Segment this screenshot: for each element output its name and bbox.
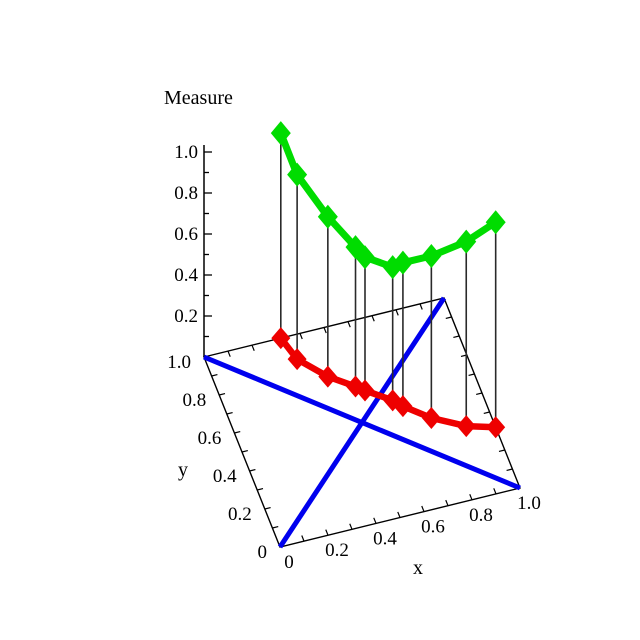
x-far-edge-tick — [371, 315, 375, 322]
y-edge-tick — [272, 525, 279, 529]
y-edge-tick — [264, 506, 271, 510]
y-edge-tick — [226, 411, 233, 415]
y-edge-tick — [219, 392, 226, 396]
measure-curve-marker — [355, 245, 375, 270]
y-axis-title: y — [178, 459, 188, 481]
measure-curve-marker — [392, 250, 413, 275]
x-tick-label: 0.8 — [469, 505, 493, 526]
x-edge-tick — [373, 517, 377, 524]
projection-curve-marker — [393, 395, 413, 418]
y-edge-tick — [257, 487, 264, 491]
y-far-edge-tick — [476, 392, 483, 396]
projection-curve-marker — [271, 327, 291, 350]
x-tick-label: 1.0 — [517, 493, 541, 514]
measure-tick-label: 0.8 — [174, 183, 198, 204]
x-tick-label: 0.4 — [373, 528, 397, 549]
y-edge-tick — [211, 373, 218, 377]
y-tick-label: 0.4 — [213, 466, 237, 487]
measure-curve — [270, 121, 506, 280]
y-far-edge-tick — [506, 468, 513, 472]
measure-curve-marker — [421, 244, 442, 269]
x-axis-title: x — [413, 557, 423, 579]
y-tick-label: 1.0 — [167, 352, 191, 373]
projection-curve-marker — [287, 348, 307, 371]
measure-curve-marker — [287, 162, 308, 187]
tick-labels: 0.2 0.4 0.6 0.8 1.0 0 0.2 0.4 0.6 0.8 1.0 0 0.2 0.4 0.… — [167, 142, 541, 573]
measure-curve-marker — [270, 121, 291, 146]
projection-curve-line — [278, 336, 496, 431]
x-edge-tick — [493, 488, 497, 495]
diagonal-lines — [203, 296, 521, 549]
projection-curve-marker — [355, 379, 375, 402]
measure-tick-label: 1.0 — [174, 142, 198, 163]
path-projection-curve — [271, 327, 506, 439]
x-edge-tick — [349, 523, 353, 530]
projection-curve-marker — [421, 406, 441, 429]
y-edge-tick — [249, 468, 256, 472]
measure-curve-marker — [317, 204, 338, 229]
x-far-edge-tick — [347, 321, 351, 328]
x-tick-label: 0.2 — [325, 540, 349, 561]
x-edge-tick — [421, 505, 425, 512]
x-edge-tick — [397, 511, 401, 518]
y-far-edge-tick — [468, 373, 475, 377]
measure-curve-marker — [485, 210, 506, 235]
x-edge-tick — [445, 499, 449, 506]
x-edge-tick — [325, 529, 329, 536]
x-edge-tick — [469, 494, 473, 501]
x-far-edge-tick — [419, 303, 423, 310]
measure-axis — [203, 145, 212, 357]
drop-lines — [279, 133, 497, 428]
measure-tick-label: 0.2 — [174, 306, 198, 327]
y-edge-tick — [241, 449, 248, 453]
projection-curve-marker — [456, 415, 476, 438]
diagonal-line — [203, 354, 521, 491]
measure-curve-marker — [456, 229, 477, 254]
y-far-edge-tick — [498, 449, 505, 453]
measure-curve-line — [277, 131, 498, 271]
y-tick-label: 0.8 — [182, 390, 206, 411]
x-far-edge-tick — [227, 350, 231, 357]
measure-axis-title: Measure — [164, 87, 233, 109]
y-far-edge-tick — [483, 411, 490, 415]
x-far-edge-tick — [299, 333, 303, 340]
measure-tick-label: 0.4 — [174, 265, 198, 286]
x-far-edge-tick — [323, 327, 327, 334]
measure-tick-label: 0.6 — [174, 224, 198, 245]
y-tick-label: 0 — [258, 542, 268, 563]
y-tick-label: 0.2 — [228, 504, 252, 525]
x-far-edge-tick — [395, 309, 399, 316]
x-far-edge-tick — [251, 344, 255, 351]
y-far-edge-tick — [445, 316, 452, 320]
projection-curve-marker — [486, 416, 506, 439]
projection-curve-marker — [318, 365, 338, 388]
x-tick-label: 0 — [284, 552, 294, 573]
y-far-edge-tick — [453, 335, 460, 339]
y-edge-tick — [234, 430, 241, 434]
y-tick-label: 0.6 — [198, 428, 222, 449]
x-edge-tick — [301, 535, 305, 542]
x-tick-label: 0.6 — [421, 517, 445, 538]
